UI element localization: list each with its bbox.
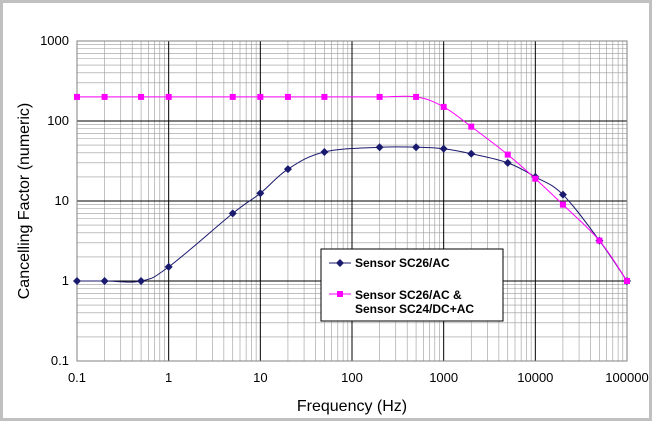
data-point-square [376, 93, 383, 100]
series-layer [73, 93, 631, 285]
data-point-square [138, 93, 145, 100]
x-tick-label: 1 [165, 370, 172, 385]
data-point-diamond [100, 277, 109, 285]
data-point-square [440, 103, 447, 110]
data-point-square [101, 93, 108, 100]
x-tick-label: 100 [341, 370, 363, 385]
data-point-square [596, 237, 603, 244]
data-point-diamond [228, 209, 237, 218]
data-point-diamond [439, 144, 448, 153]
data-point-diamond [164, 262, 173, 271]
y-axis-title: Cancelling Factor (numeric) [16, 103, 33, 300]
data-point-diamond [283, 165, 292, 174]
legend-marker-sc26 [336, 259, 344, 267]
y-tick-label: 1000 [40, 33, 69, 48]
legend-label-sc26-sc24-line1: Sensor SC26/AC & [355, 288, 462, 302]
y-tick-label: 1 [62, 273, 69, 288]
data-point-square [321, 93, 328, 100]
y-axis-ticks: 0.1 1 10 100 1000 [40, 33, 69, 368]
legend-marker-sc26-sc24 [337, 291, 343, 297]
data-point-square [504, 151, 511, 158]
data-point-square [165, 93, 172, 100]
y-tick-label: 100 [47, 113, 69, 128]
data-point-square [468, 123, 475, 130]
data-point-square [413, 93, 420, 100]
data-point-square [624, 278, 630, 284]
data-point-square [74, 93, 80, 100]
legend-label-sc26-sc24-line2: Sensor SC24/DC+AC [355, 302, 474, 316]
data-point-square [229, 93, 236, 100]
x-axis-ticks: 0.1 1 10 100 1000 10000 100000 [68, 370, 649, 385]
data-point-diamond [137, 277, 146, 285]
y-tick-label: 10 [55, 193, 69, 208]
data-point-diamond [73, 277, 81, 285]
data-point-square [284, 93, 291, 100]
x-tick-label: 10 [253, 370, 267, 385]
data-point-square [532, 175, 539, 182]
x-tick-label: 0.1 [68, 370, 86, 385]
y-tick-label: 0.1 [51, 353, 69, 368]
cancelling-factor-chart: 0.1 1 10 100 1000 0.1 1 10 100 1000 10000 100000 F… [16, 33, 649, 415]
plot-border [76, 40, 628, 362]
data-point-square [559, 201, 566, 208]
data-point-diamond [467, 149, 476, 158]
data-point-diamond [558, 190, 567, 199]
data-point-diamond [412, 143, 421, 152]
data-point-diamond [375, 143, 384, 152]
x-tick-label: 100000 [605, 370, 648, 385]
x-tick-label: 10000 [517, 370, 553, 385]
data-point-square [257, 93, 264, 100]
x-tick-label: 1000 [429, 370, 458, 385]
data-point-diamond [256, 189, 265, 198]
legend-box [320, 248, 504, 322]
legend: Sensor SC26/AC Sensor SC26/AC & Sensor S… [320, 248, 504, 322]
x-axis-title: Frequency (Hz) [297, 398, 407, 415]
data-point-diamond [320, 147, 329, 156]
legend-label-sc26: Sensor SC26/AC [355, 256, 450, 270]
data-point-diamond [503, 158, 512, 167]
